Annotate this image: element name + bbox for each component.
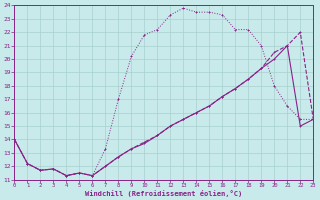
X-axis label: Windchill (Refroidissement éolien,°C): Windchill (Refroidissement éolien,°C) (85, 190, 243, 197)
